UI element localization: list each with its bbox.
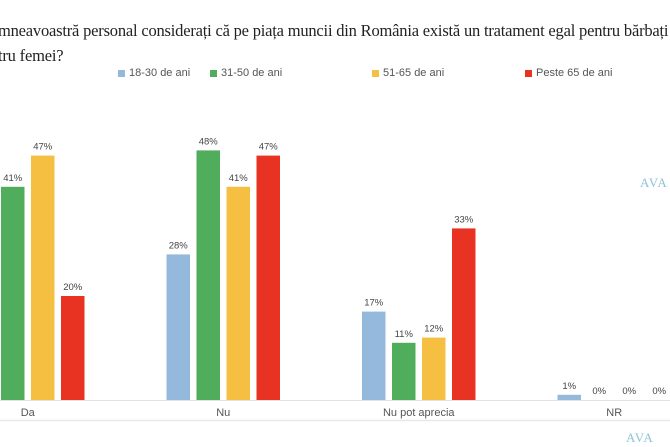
data-label: 33% (454, 214, 474, 225)
bar (557, 394, 581, 400)
legend-swatch (372, 69, 379, 77)
bar (1, 186, 25, 400)
legend-label: 31-50 de ani (221, 67, 283, 79)
logo-watermark: AVA (640, 175, 668, 190)
category-label: Nu pot aprecia (383, 407, 455, 419)
bar (392, 342, 416, 400)
category-label: NR (606, 407, 622, 419)
chart-title: mneavoastră personal considerați că pe p… (0, 18, 670, 68)
data-label: 20% (63, 282, 83, 293)
legend-item: 31-50 de ani (210, 67, 282, 79)
bar (61, 296, 85, 400)
bar (362, 311, 386, 400)
data-label: 47% (33, 142, 53, 153)
data-label: 0% (622, 386, 636, 397)
chart-title-line1: mneavoastră personal considerați că pe p… (0, 21, 670, 40)
legend-item: Peste 65 de ani (525, 67, 612, 79)
bar (226, 186, 250, 400)
data-label: 0% (592, 386, 606, 397)
category-label: Da (21, 407, 36, 419)
legend-item: 51-65 de ani (372, 67, 444, 79)
data-label: 48% (199, 136, 219, 147)
legend-label: 18-30 de ani (129, 67, 191, 79)
chart-title-line2: tru femei? (0, 46, 64, 65)
bar (196, 150, 220, 400)
legend-swatch (118, 69, 125, 77)
legend-swatch (210, 69, 217, 77)
data-label: 28% (169, 240, 189, 251)
data-label: 0% (652, 386, 666, 397)
data-label: 1% (562, 381, 576, 392)
data-label: 11% (395, 329, 414, 340)
bar (452, 228, 476, 400)
legend-label: Peste 65 de ani (536, 67, 613, 79)
logo: AVA (626, 430, 654, 445)
bar (256, 155, 280, 400)
legend-label: 51-65 de ani (383, 67, 445, 79)
bar (166, 254, 190, 400)
data-label: 41% (3, 173, 23, 184)
data-label: 41% (229, 173, 249, 184)
bar (31, 155, 55, 400)
data-label: 47% (259, 142, 279, 153)
legend-swatch (525, 69, 532, 77)
category-label: Nu (216, 407, 230, 419)
bar (422, 337, 446, 400)
data-label: 12% (424, 324, 444, 335)
data-label: 17% (364, 298, 384, 309)
legend-item: 18-30 de ani (118, 67, 190, 79)
